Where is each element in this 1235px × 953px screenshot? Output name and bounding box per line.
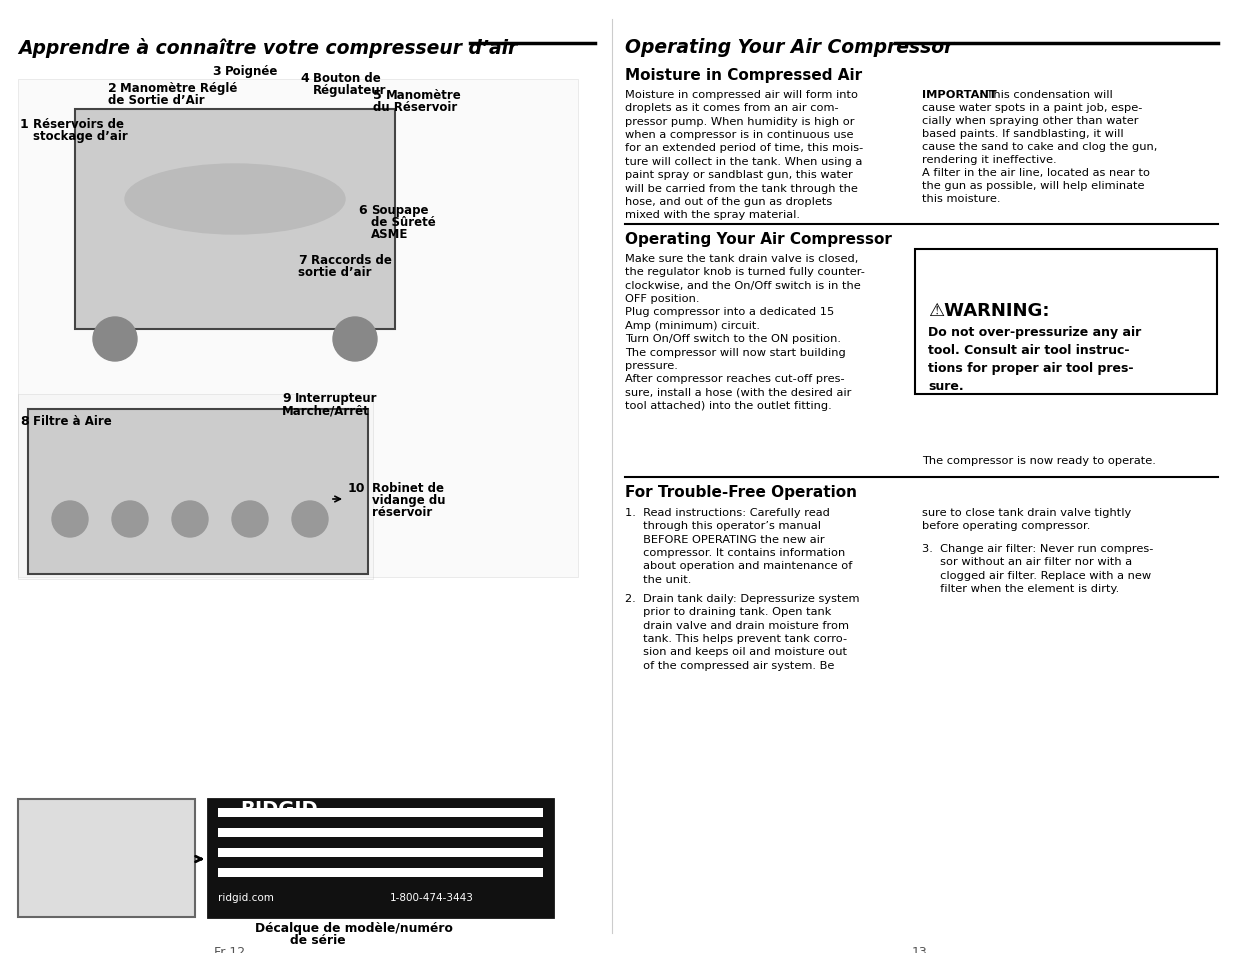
Bar — [219, 848, 543, 857]
Text: RIDGID.: RIDGID. — [240, 800, 325, 818]
Bar — [28, 410, 368, 575]
Bar — [219, 868, 543, 877]
Text: 2.  Drain tank daily: Depressurize system
     prior to draining tank. Open tank: 2. Drain tank daily: Depressurize system… — [625, 594, 860, 670]
Ellipse shape — [125, 165, 345, 234]
Text: de Sûreté: de Sûreté — [370, 215, 436, 229]
Text: 4: 4 — [300, 71, 309, 85]
Circle shape — [112, 501, 148, 537]
Text: cause the sand to cake and clog the gun,: cause the sand to cake and clog the gun, — [923, 142, 1157, 152]
Text: pressure.: pressure. — [923, 267, 974, 276]
Text: 6: 6 — [358, 204, 367, 216]
Text: 1-800-474-3443: 1-800-474-3443 — [390, 892, 474, 902]
Text: 2: 2 — [107, 82, 117, 95]
Text: A filter in the air line, located as near to: A filter in the air line, located as nea… — [923, 168, 1150, 178]
Bar — [915, 250, 1216, 395]
Text: Soupape: Soupape — [370, 204, 429, 216]
Text: based paints. If sandblasting, it will: based paints. If sandblasting, it will — [923, 129, 1124, 139]
Circle shape — [291, 501, 329, 537]
Text: 3: 3 — [212, 65, 221, 78]
Text: Réservoirs de: Réservoirs de — [33, 118, 124, 131]
Text: Régulateur: Régulateur — [312, 84, 387, 97]
Text: IMPORTANT: IMPORTANT — [923, 90, 997, 100]
Text: this moisture.: this moisture. — [923, 193, 1000, 204]
Text: sure to close tank drain valve tightly: sure to close tank drain valve tightly — [923, 507, 1131, 517]
Circle shape — [172, 501, 207, 537]
Text: Robinet de: Robinet de — [372, 481, 445, 495]
Text: réservoir: réservoir — [372, 505, 432, 518]
Text: ASME: ASME — [370, 228, 409, 241]
Text: 5: 5 — [373, 89, 382, 102]
Text: 10: 10 — [348, 481, 366, 495]
Text: 8: 8 — [20, 415, 28, 428]
Text: The compressor is now ready to operate.: The compressor is now ready to operate. — [923, 456, 1156, 465]
Text: de Sortie d’Air: de Sortie d’Air — [107, 94, 205, 107]
Text: rendering it ineffective.: rendering it ineffective. — [923, 154, 1057, 165]
Bar — [75, 110, 395, 330]
Text: Operating Your Air Compressor: Operating Your Air Compressor — [625, 232, 892, 247]
Text: Make sure the tank drain valve is closed,
the regulator knob is turned fully cou: Make sure the tank drain valve is closed… — [625, 253, 864, 411]
Bar — [219, 808, 543, 817]
Text: Poignée: Poignée — [225, 65, 278, 78]
Text: Fr 12: Fr 12 — [215, 945, 246, 953]
Text: Raccords de: Raccords de — [311, 253, 391, 267]
Text: cause water spots in a paint job, espe-: cause water spots in a paint job, espe- — [923, 103, 1142, 112]
Text: 13: 13 — [913, 945, 927, 953]
Text: Marche/Arrêt: Marche/Arrêt — [282, 403, 369, 416]
Text: stockage d’air: stockage d’air — [33, 130, 127, 143]
Circle shape — [52, 501, 88, 537]
Text: Manomètre: Manomètre — [387, 89, 462, 102]
Text: Adjust the regulator knob to the desired: Adjust the regulator knob to the desired — [923, 253, 1151, 264]
Text: ⚠WARNING:: ⚠WARNING: — [927, 302, 1050, 319]
Bar — [19, 395, 373, 579]
Bar — [219, 828, 543, 837]
Text: 9: 9 — [282, 392, 290, 405]
Text: Moisture in Compressed Air: Moisture in Compressed Air — [625, 68, 862, 83]
Text: cially when spraying other than water: cially when spraying other than water — [923, 116, 1139, 126]
Text: sortie d’air: sortie d’air — [298, 266, 372, 278]
Text: Interrupteur: Interrupteur — [295, 392, 378, 405]
Text: Apprendre à connaître votre compresseur d’air: Apprendre à connaître votre compresseur … — [19, 38, 517, 58]
Circle shape — [232, 501, 268, 537]
Text: Operating Your Air Compressor: Operating Your Air Compressor — [625, 38, 953, 57]
Text: du Réservoir: du Réservoir — [373, 101, 457, 113]
Text: Manomètre Réglé: Manomètre Réglé — [120, 82, 237, 95]
Bar — [19, 80, 578, 578]
Text: ridgid.com: ridgid.com — [219, 892, 274, 902]
Bar — [207, 800, 553, 917]
Text: : This condensation will: : This condensation will — [979, 90, 1113, 100]
Text: 7: 7 — [298, 253, 306, 267]
Text: Décalque de modèle/numéro: Décalque de modèle/numéro — [254, 921, 453, 934]
Circle shape — [93, 317, 137, 361]
Text: 3.  Change air filter: Never run compres-
     sor without an air filter nor wit: 3. Change air filter: Never run compres-… — [923, 543, 1153, 594]
Text: Bouton de: Bouton de — [312, 71, 380, 85]
Text: Do not over-pressurize any air
tool. Consult air tool instruc-
tions for proper : Do not over-pressurize any air tool. Con… — [927, 326, 1141, 393]
Text: Filtre à Aire: Filtre à Aire — [33, 415, 111, 428]
Text: vidange du: vidange du — [372, 494, 446, 506]
Text: before operating compressor.: before operating compressor. — [923, 520, 1091, 531]
Text: For Trouble-Free Operation: For Trouble-Free Operation — [625, 484, 857, 499]
Text: the gun as possible, will help eliminate: the gun as possible, will help eliminate — [923, 181, 1145, 191]
Text: de série: de série — [290, 933, 346, 946]
Text: 1: 1 — [20, 118, 28, 131]
Text: 1.  Read instructions: Carefully read
     through this operator’s manual
     B: 1. Read instructions: Carefully read thr… — [625, 507, 852, 584]
Bar — [19, 800, 195, 917]
Text: Moisture in compressed air will form into
droplets as it comes from an air com-
: Moisture in compressed air will form int… — [625, 90, 863, 220]
Circle shape — [333, 317, 377, 361]
